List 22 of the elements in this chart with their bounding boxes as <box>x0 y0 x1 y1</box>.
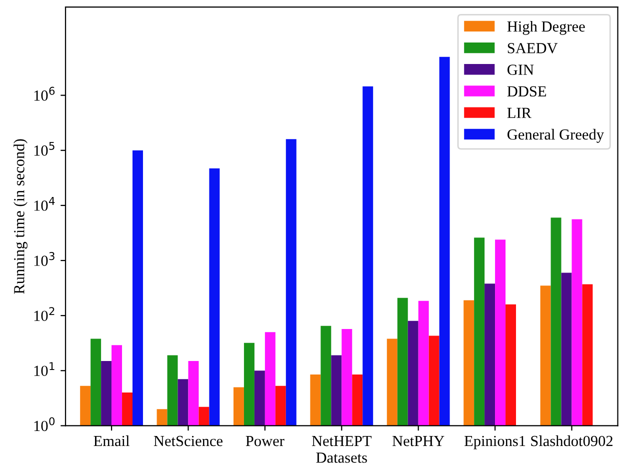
y-tick-label: 10$^{3}$ <box>34 252 54 266</box>
x-tick-label: Epinions1 <box>464 436 526 450</box>
x-tick-label: Slashdot0902 <box>531 435 612 446</box>
y-tick-label: 10$^{6}$ <box>34 86 55 101</box>
y-tick-label: 10$^{2}$ <box>34 307 54 322</box>
x-tick-label: NetHEPT <box>312 436 372 446</box>
y-tick-label: 10$^{0}$ <box>34 417 55 432</box>
legend-label: SAEDV <box>508 43 558 54</box>
legend-label: LIR <box>507 108 532 118</box>
y-axis-title: Running time (in second) <box>14 139 28 294</box>
legend-label: DDSE <box>507 86 546 96</box>
x-tick-label: Email <box>94 435 130 446</box>
x-tick-label: NetPHY <box>392 436 444 446</box>
y-tick-label: 10$^{4}$ <box>34 197 55 211</box>
legend-label: High Degree <box>507 20 585 35</box>
y-tick-label: 10$^{1}$ <box>34 362 54 376</box>
legend-label: General Greedy <box>508 128 604 143</box>
x-tick-label: NetScience <box>154 436 222 446</box>
y-tick-label: 10$^{5}$ <box>34 142 54 156</box>
legend-label: GIN <box>508 64 534 75</box>
x-tick-label: Power <box>246 436 284 446</box>
x-axis-title: Datasets <box>316 452 367 463</box>
